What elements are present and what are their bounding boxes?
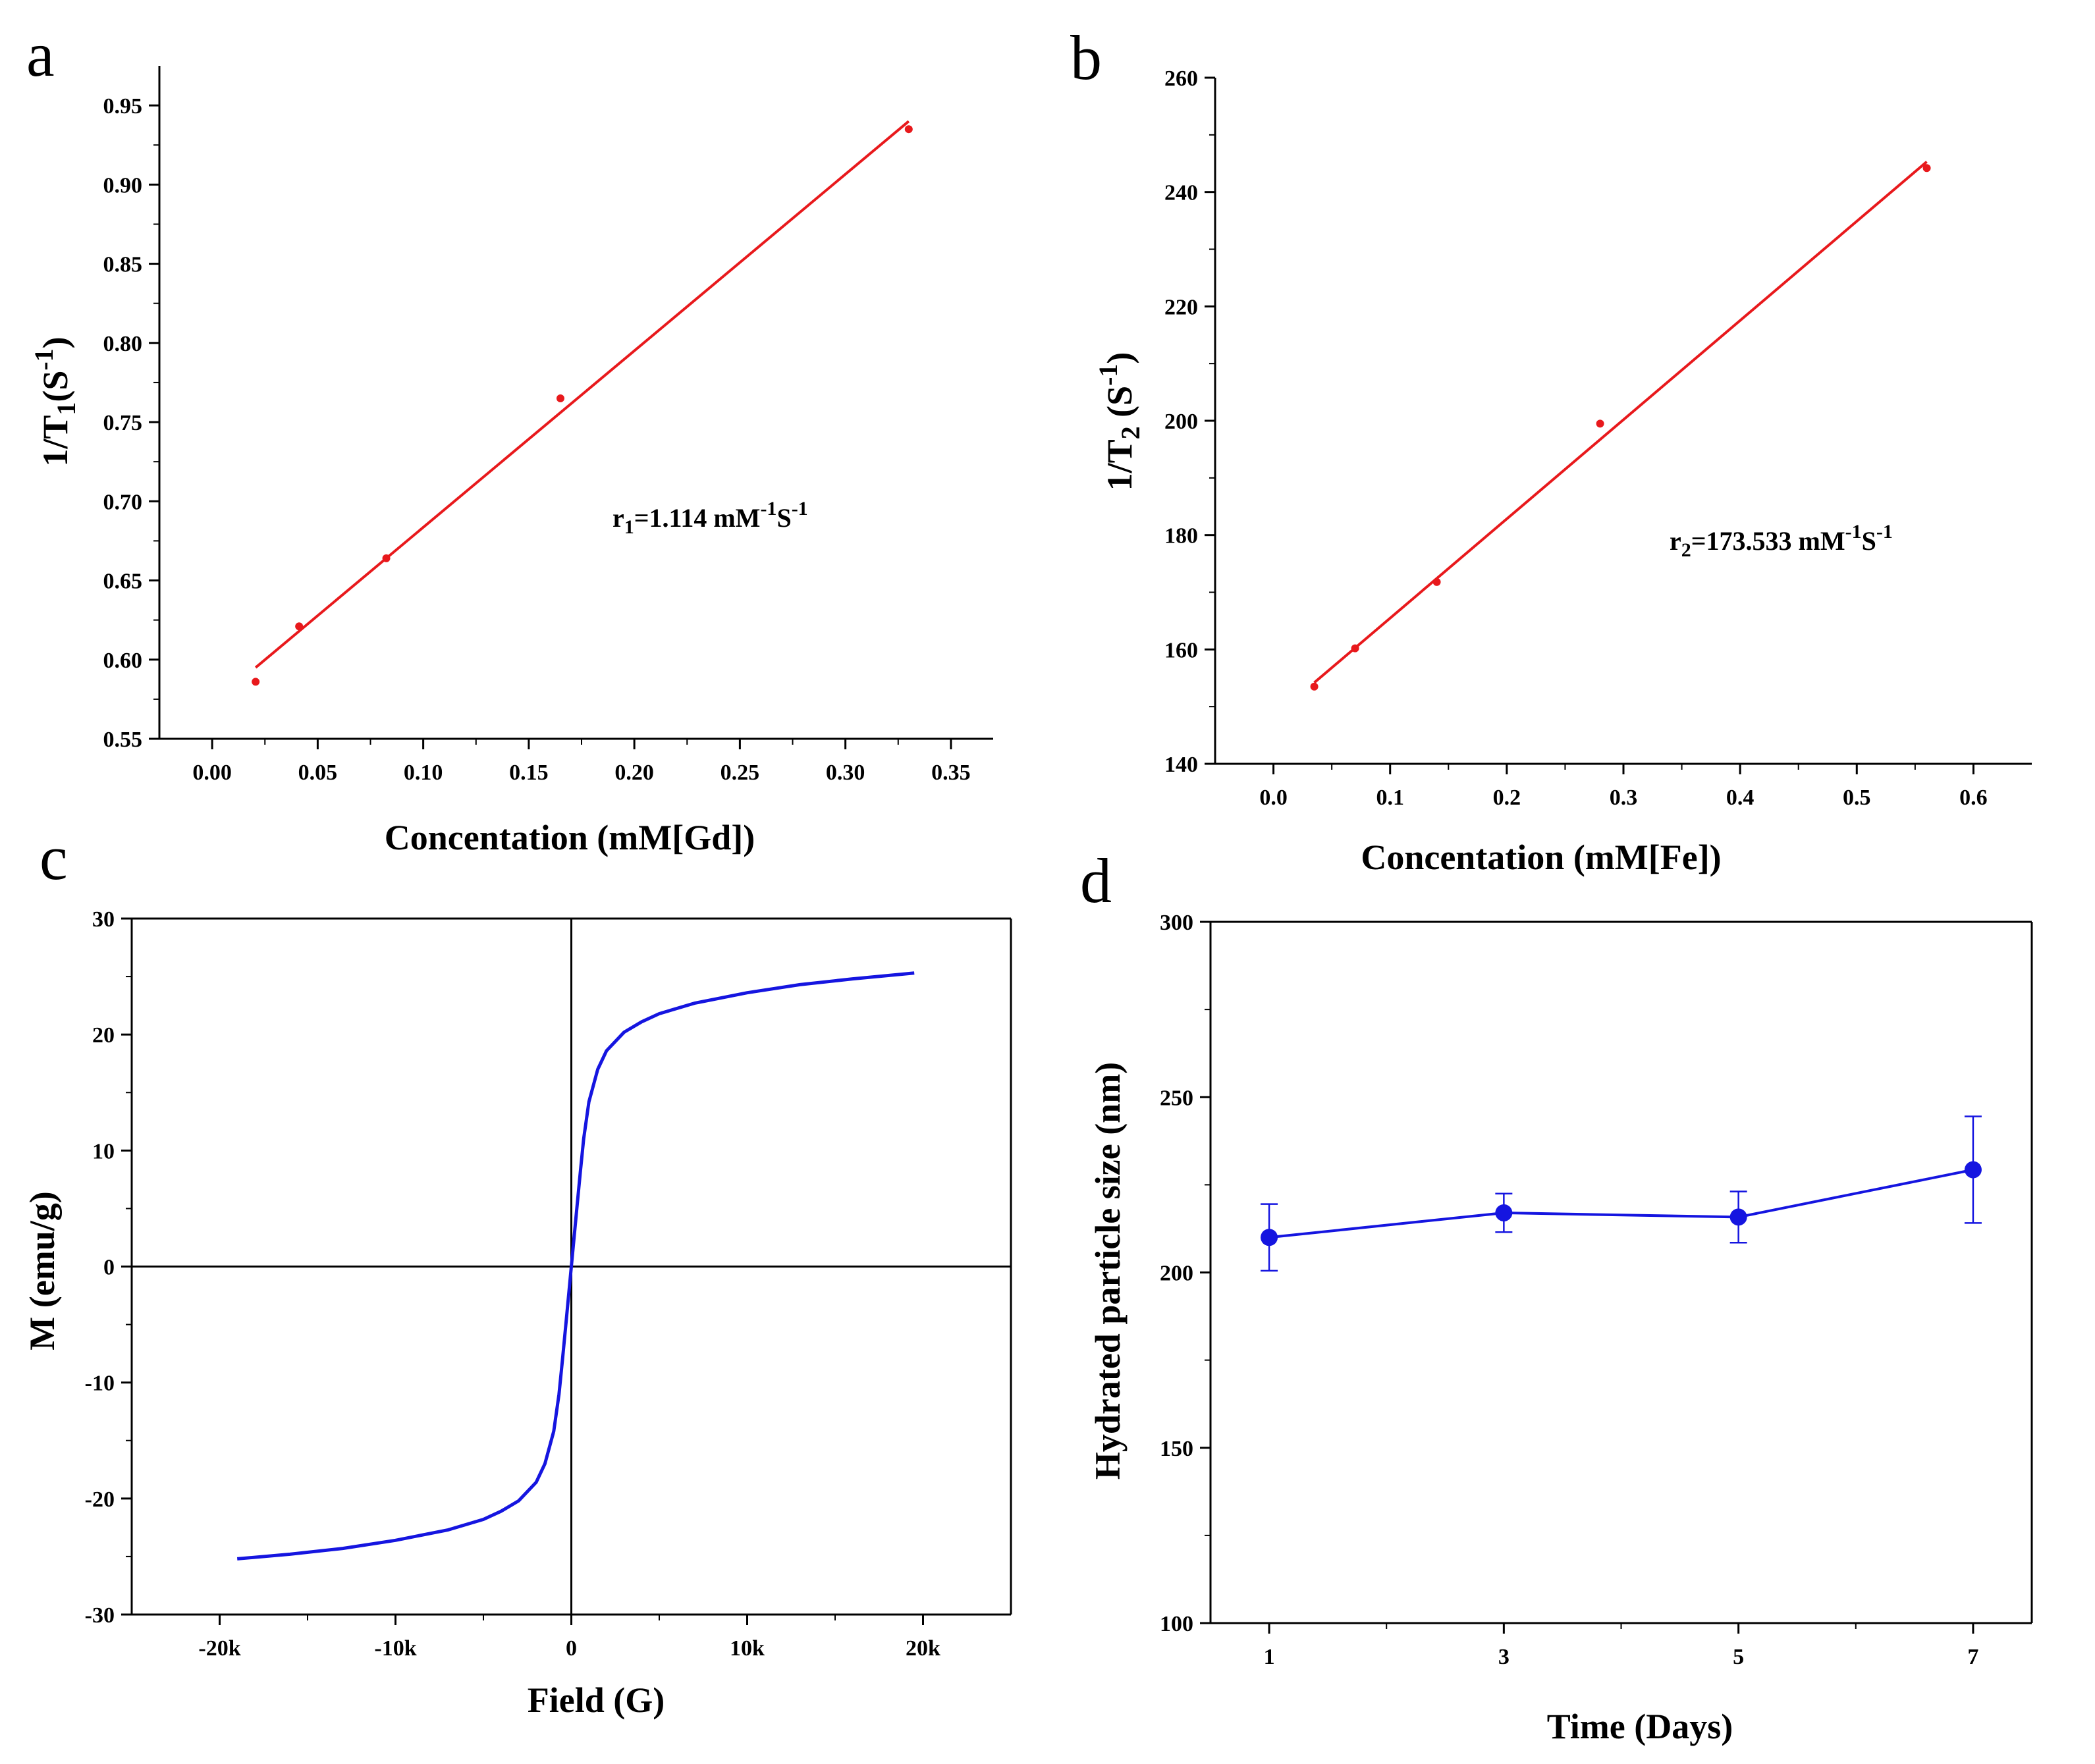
panel-a-y-axis-title: 1/T1(S-1) bbox=[29, 336, 81, 466]
b-data-point bbox=[1310, 682, 1319, 691]
d-x-tick-label: 3 bbox=[1498, 1645, 1510, 1669]
a-data-point bbox=[556, 394, 564, 402]
a-y-tick-label: 0.55 bbox=[103, 728, 143, 752]
panel-a-x-axis-title: Concentation (mM[Gd]) bbox=[385, 818, 755, 857]
panel-d-y-axis-title: Hydrated particle size (nm) bbox=[1088, 1062, 1128, 1480]
panel-letter-c: c bbox=[40, 822, 68, 893]
panel-c-marks bbox=[132, 919, 1011, 1615]
c-y-tick-label: -30 bbox=[85, 1603, 115, 1628]
panel-c-x-axis-title: Field (G) bbox=[528, 1680, 665, 1720]
d-data-point bbox=[1495, 1204, 1513, 1221]
panel-a-marks bbox=[252, 120, 913, 686]
panel-a-chart: 0.55 0.60 0.65 0.70 0.75 0.80 0.85 0.90 0.95 0.00… bbox=[29, 66, 993, 857]
c-y-tick-label: -20 bbox=[85, 1487, 115, 1512]
d-data-point bbox=[1729, 1208, 1747, 1226]
b-data-point bbox=[1596, 419, 1604, 428]
c-y-tick-label: 30 bbox=[92, 907, 115, 932]
a-fit-line bbox=[254, 120, 910, 669]
panel-d-marks bbox=[1261, 1115, 1982, 1272]
b-x-tick-label: 0.3 bbox=[1610, 786, 1638, 810]
a-y-tick-label: 0.85 bbox=[103, 253, 143, 277]
panel-b-relaxivity-annotation: r2=173.533 mM-1S-1 bbox=[1670, 521, 1893, 561]
c-magnetization-curve bbox=[236, 971, 915, 1561]
d-y-tick-label: 250 bbox=[1160, 1086, 1193, 1110]
panel-a-axes: 0.55 0.60 0.65 0.70 0.75 0.80 0.85 0.90 0.95 0.00… bbox=[103, 66, 993, 785]
b-x-tick-label: 0.5 bbox=[1843, 786, 1871, 810]
panel-b-x-axis-title: Concentation (mM[Fe]) bbox=[1361, 838, 1721, 877]
d-y-tick-label: 200 bbox=[1160, 1262, 1193, 1286]
a-y-tick-label: 0.90 bbox=[103, 173, 143, 198]
b-data-point bbox=[1922, 164, 1931, 173]
d-y-tick-label: 100 bbox=[1160, 1612, 1193, 1636]
b-y-tick-label: 260 bbox=[1164, 67, 1198, 91]
panel-b-chart: 140 160 180 200 220 240 260 0.0 0.1 0.2 0.3 0.4 0.5 0… bbox=[1093, 67, 2032, 877]
b-y-tick-label: 220 bbox=[1164, 295, 1198, 319]
panel-letter-b: b bbox=[1070, 22, 1102, 93]
d-x-tick-label: 5 bbox=[1733, 1645, 1744, 1669]
panel-b-y-axis-title: 1/T2 (S-1) bbox=[1093, 352, 1145, 491]
b-y-tick-label: 160 bbox=[1164, 638, 1198, 662]
b-y-tick-label: 200 bbox=[1164, 410, 1198, 434]
b-x-tick-label: 0.0 bbox=[1259, 786, 1288, 810]
b-x-tick-label: 0.2 bbox=[1493, 786, 1521, 810]
d-series-line bbox=[1268, 1168, 1974, 1239]
b-fit-line bbox=[1313, 161, 1928, 684]
panel-a-relaxivity-annotation: r1=1.114 mM-1S-1 bbox=[612, 498, 808, 538]
a-x-tick-label: 0.00 bbox=[192, 761, 232, 785]
panel-d-axes: 100 150 200 250 300 1 3 5 7 bbox=[1160, 911, 2033, 1669]
c-x-tick-label: 0 bbox=[566, 1636, 577, 1661]
a-y-tick-label: 0.80 bbox=[103, 332, 143, 356]
a-data-point bbox=[904, 125, 913, 134]
panel-b-marks bbox=[1310, 161, 1931, 691]
d-data-point bbox=[1261, 1229, 1278, 1246]
c-x-tick-label: 10k bbox=[730, 1636, 765, 1661]
panel-d-x-axis-title: Time (Days) bbox=[1547, 1707, 1733, 1746]
b-y-tick-label: 180 bbox=[1164, 524, 1198, 548]
c-x-tick-label: -10k bbox=[374, 1636, 416, 1661]
a-y-tick-label: 0.95 bbox=[103, 94, 143, 119]
d-data-point bbox=[1964, 1161, 1982, 1179]
c-y-tick-label: -10 bbox=[85, 1372, 115, 1396]
panel-c-y-axis-title: M (emu/g) bbox=[22, 1191, 62, 1350]
a-y-tick-label: 0.65 bbox=[103, 570, 143, 594]
c-x-tick-label: -20k bbox=[198, 1636, 240, 1661]
b-y-tick-label: 140 bbox=[1164, 753, 1198, 777]
a-y-tick-label: 0.70 bbox=[103, 490, 143, 514]
b-y-tick-label: 240 bbox=[1164, 181, 1198, 205]
c-x-tick-label: 20k bbox=[906, 1636, 940, 1661]
panel-letter-a: a bbox=[26, 19, 55, 90]
c-y-tick-label: 0 bbox=[103, 1256, 115, 1280]
panel-c-axes: -30 -20 -10 0 10 20 30 -20k -10k 0 10k 20k bbox=[85, 907, 1012, 1661]
a-data-point bbox=[252, 678, 260, 686]
c-y-tick-label: 10 bbox=[92, 1139, 115, 1163]
panel-letter-d: d bbox=[1080, 845, 1112, 916]
a-y-tick-label: 0.75 bbox=[103, 411, 143, 435]
b-x-tick-label: 0.4 bbox=[1726, 786, 1755, 810]
panel-c-chart: -30 -20 -10 0 10 20 30 -20k -10k 0 10k 20k Field (G… bbox=[22, 907, 1012, 1720]
d-x-tick-label: 1 bbox=[1264, 1645, 1275, 1669]
b-x-tick-label: 0.1 bbox=[1376, 786, 1404, 810]
a-x-tick-label: 0.20 bbox=[614, 761, 654, 785]
d-y-tick-label: 150 bbox=[1160, 1437, 1193, 1461]
a-x-tick-label: 0.05 bbox=[298, 761, 338, 785]
a-x-tick-label: 0.35 bbox=[931, 761, 971, 785]
a-data-point bbox=[295, 622, 304, 631]
b-data-point bbox=[1432, 577, 1441, 586]
d-y-tick-label: 300 bbox=[1160, 911, 1193, 935]
a-x-tick-label: 0.25 bbox=[721, 761, 760, 785]
b-x-tick-label: 0.6 bbox=[1959, 786, 1988, 810]
a-y-tick-label: 0.60 bbox=[103, 649, 143, 673]
a-x-tick-label: 0.30 bbox=[826, 761, 865, 785]
c-y-tick-label: 20 bbox=[92, 1023, 115, 1048]
panel-b-axes: 140 160 180 200 220 240 260 0.0 0.1 0.2 0.3 0.4 0.5 0… bbox=[1164, 67, 2032, 810]
b-data-point bbox=[1351, 644, 1359, 653]
a-x-tick-label: 0.15 bbox=[509, 761, 549, 785]
a-x-tick-label: 0.10 bbox=[404, 761, 443, 785]
d-x-tick-label: 7 bbox=[1967, 1645, 1978, 1669]
panel-d-chart: 100 150 200 250 300 1 3 5 7 Time (Days) Hydrated… bbox=[1088, 911, 2033, 1746]
a-data-point bbox=[382, 554, 391, 562]
